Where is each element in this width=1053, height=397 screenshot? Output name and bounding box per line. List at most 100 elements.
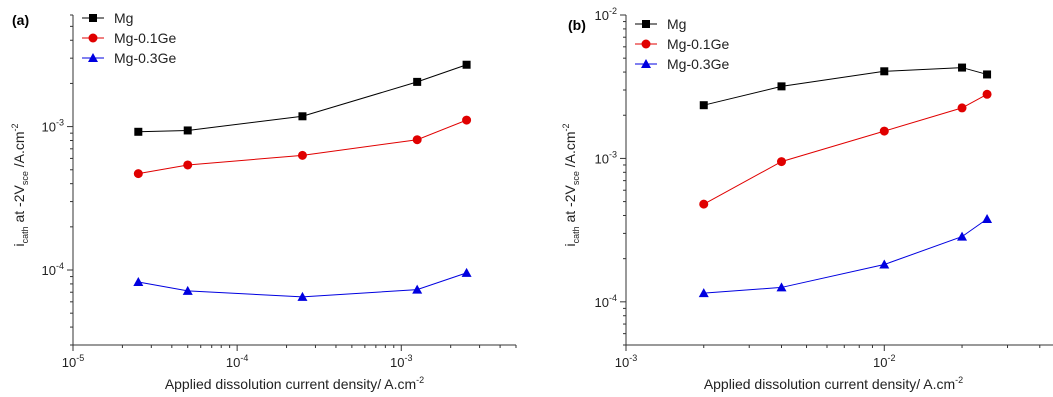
y-axis-label: icath at -2Vsce /A.cm-2 bbox=[10, 123, 30, 246]
series-line bbox=[138, 64, 467, 133]
legend-entry: Mg-0.3Ge bbox=[635, 56, 729, 72]
data-point-triangle bbox=[776, 282, 787, 292]
y-label-mid: at -2V bbox=[562, 185, 578, 227]
data-point-circle bbox=[982, 89, 992, 99]
series-mg-0-1ge bbox=[133, 115, 472, 179]
y-label-superscript: -2 bbox=[10, 123, 20, 131]
x-tick-base: 10 bbox=[615, 355, 629, 370]
x-axis-label-superscript: -2 bbox=[955, 375, 963, 385]
y-label-i: i bbox=[562, 243, 578, 246]
x-tick-exponent: -5 bbox=[76, 353, 84, 363]
y-label-mid: at -2V bbox=[11, 185, 27, 227]
x-tick-exponent: -3 bbox=[629, 353, 637, 363]
series-mg-0-3ge bbox=[133, 267, 472, 301]
data-point-square bbox=[134, 127, 143, 136]
data-point-square bbox=[880, 67, 889, 76]
x-tick-base: 10 bbox=[390, 355, 404, 370]
series-mg-0-1ge bbox=[699, 89, 992, 209]
x-tick-label: 10-4 bbox=[226, 353, 248, 370]
y-tick-exponent: -4 bbox=[609, 293, 617, 303]
series-line bbox=[703, 93, 988, 205]
data-point-square bbox=[462, 60, 471, 69]
data-point-triangle bbox=[698, 288, 709, 298]
data-point-square bbox=[958, 63, 967, 72]
y-label-unit: /A.cm bbox=[11, 131, 27, 171]
y-tick-label: 10-4 bbox=[42, 261, 64, 278]
data-point-square bbox=[777, 82, 786, 91]
x-tick-exponent: -4 bbox=[240, 353, 248, 363]
legend-label: Mg-0.3Ge bbox=[667, 56, 729, 72]
x-axis-label: Applied dissolution current density/ A.c… bbox=[165, 375, 424, 392]
x-tick-exponent: -2 bbox=[888, 353, 896, 363]
series-line bbox=[703, 67, 988, 106]
series-mg-0-3ge bbox=[698, 214, 993, 298]
legend-label: Mg-0.3Ge bbox=[114, 50, 176, 66]
data-point-circle bbox=[777, 157, 787, 167]
x-axis-label-superscript: -2 bbox=[416, 375, 424, 385]
series-line bbox=[703, 218, 988, 294]
y-tick-label: 10-3 bbox=[42, 118, 64, 135]
data-point-triangle bbox=[182, 285, 193, 295]
y-tick-label: 10-3 bbox=[595, 149, 617, 166]
data-point-circle bbox=[412, 135, 422, 145]
x-tick-label: 10-3 bbox=[615, 353, 637, 370]
data-point-square bbox=[642, 20, 650, 28]
x-tick-base: 10 bbox=[873, 355, 887, 370]
chart-panel-2: 10-3 10-210-410-310-2(b)Applied dissoluti… bbox=[561, 6, 1053, 392]
legend-entry: Mg-0.1Ge bbox=[635, 36, 729, 52]
x-tick-exponent: -3 bbox=[404, 353, 412, 363]
y-tick-base: 10 bbox=[42, 120, 56, 135]
x-tick-label: 10-5 bbox=[62, 353, 84, 370]
legend-label: Mg-0.1Ge bbox=[114, 30, 176, 46]
data-point-square bbox=[983, 70, 992, 79]
series-mg bbox=[699, 63, 992, 110]
y-tick-base: 10 bbox=[595, 295, 609, 310]
data-point-square bbox=[183, 126, 192, 135]
data-point-circle bbox=[462, 115, 472, 125]
data-point-triangle bbox=[982, 214, 993, 224]
data-point-triangle bbox=[133, 276, 144, 286]
y-tick-exponent: -2 bbox=[609, 6, 617, 16]
series-mg bbox=[134, 60, 471, 136]
legend-label: Mg bbox=[667, 16, 686, 32]
legend-entry: Mg-0.3Ge bbox=[82, 50, 176, 66]
data-point-circle bbox=[88, 33, 98, 43]
chart-panel-1: 10-5 10-4 10-310-410-3(a)Applied dissoluti… bbox=[10, 10, 517, 392]
y-label-i-subscript: cath bbox=[20, 226, 30, 243]
y-label-i-subscript: cath bbox=[571, 226, 581, 243]
data-point-triangle bbox=[297, 291, 308, 301]
y-label-v-subscript: sce bbox=[571, 171, 581, 185]
x-tick-base: 10 bbox=[226, 355, 240, 370]
x-axis-label-text: Applied dissolution current density/ A.c… bbox=[165, 376, 416, 392]
data-point-circle bbox=[699, 199, 709, 209]
x-tick-label: 10-2 bbox=[873, 353, 895, 370]
y-label-unit: /A.cm bbox=[562, 131, 578, 171]
data-point-circle bbox=[879, 126, 889, 136]
legend-label: Mg-0.1Ge bbox=[667, 36, 729, 52]
y-tick-exponent: -3 bbox=[56, 118, 64, 128]
legend-label: Mg bbox=[114, 10, 133, 26]
data-point-square bbox=[298, 112, 307, 121]
panel-label: (b) bbox=[568, 17, 586, 33]
y-tick-label: 10-2 bbox=[595, 6, 617, 23]
data-point-circle bbox=[297, 150, 307, 160]
data-point-triangle bbox=[461, 267, 472, 277]
y-label-superscript: -2 bbox=[561, 123, 571, 131]
x-tick-base: 10 bbox=[62, 355, 76, 370]
data-point-triangle bbox=[641, 59, 651, 68]
legend-entry: Mg bbox=[82, 10, 133, 26]
y-label-v-subscript: sce bbox=[20, 171, 30, 185]
panel-label: (a) bbox=[12, 12, 29, 28]
y-tick-base: 10 bbox=[42, 263, 56, 278]
data-point-triangle bbox=[88, 53, 98, 62]
legend-entry: Mg bbox=[635, 16, 686, 32]
y-tick-base: 10 bbox=[595, 151, 609, 166]
data-point-triangle bbox=[957, 231, 968, 241]
y-tick-exponent: -4 bbox=[56, 261, 64, 271]
y-axis-label: icath at -2Vsce /A.cm-2 bbox=[561, 123, 581, 246]
data-point-circle bbox=[641, 39, 651, 49]
legend-entry: Mg-0.1Ge bbox=[82, 30, 176, 46]
data-point-circle bbox=[133, 169, 143, 179]
x-axis-label-text: Applied dissolution current density/ A.c… bbox=[704, 376, 955, 392]
